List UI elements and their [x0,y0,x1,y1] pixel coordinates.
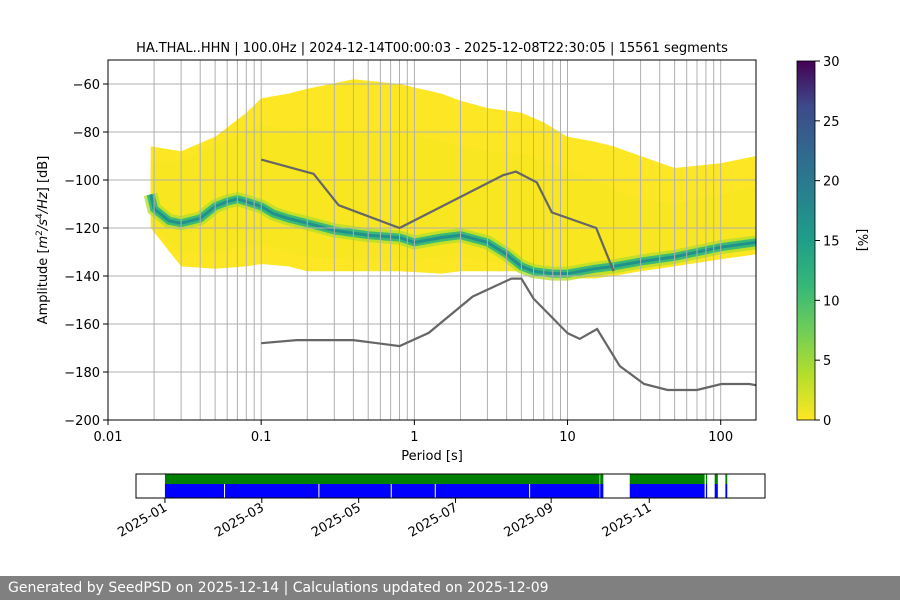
availability-strip [164,474,728,498]
availability-date-label: 2025-11 [600,500,655,540]
availability-date-label: 2025-07 [406,500,461,540]
availability-blue-span [164,484,600,498]
y-axis-label: Amplitude [m2/s4/Hz] [dB] [35,156,51,325]
availability-gap-line [434,484,436,498]
availability-frame [135,473,766,499]
colorbar-tick-label: 15 [823,235,840,250]
availability-green-span [600,474,604,484]
x-tick-label: 1 [410,430,418,445]
availability-blue-span [725,484,728,498]
availability-gap-line [529,484,531,498]
availability-green-span [629,474,705,484]
colorbar-tick-label: 30 [823,55,840,70]
x-axis-ticks: 0.01 0.1 1 10 100 [94,420,733,445]
availability-green-span [705,474,708,484]
colorbar-tick-label: 20 [823,175,840,190]
psd-chart: HA.THAL..HHN | 100.0Hz | 2024-12-14T00:0… [35,41,869,541]
plot-frame [107,59,757,421]
footer-text: Generated by SeedPSD on 2025-12-14 | Cal… [0,576,900,600]
noise-model-low-line [261,277,756,392]
availability-date-label: 2025-03 [212,500,267,540]
colorbar-ticks: 0 5 10 15 20 25 30 [815,55,840,429]
y-tick-label: −100 [64,174,100,189]
x-tick-label: 100 [708,430,733,445]
x-tick-label: 0.1 [251,430,272,445]
chart-title: HA.THAL..HHN | 100.0Hz | 2024-12-14T00:0… [136,41,728,56]
availability-blue-span [629,484,705,498]
availability-gap-line [390,484,392,498]
y-tick-label: −200 [64,414,100,429]
x-axis-label: Period [s] [401,449,463,464]
y-tick-label: −140 [64,270,100,285]
colorbar-tick-label: 25 [823,115,840,130]
y-tick-label: −60 [73,78,100,93]
y-axis-ticks: −60 −80 −100 −120 −140 −160 −180 −200 [64,78,108,429]
availability-date-label: 2025-09 [502,500,557,540]
availability-blue-span [714,484,718,498]
x-tick-label: 10 [559,430,576,445]
colorbar-tick-label: 0 [823,414,831,429]
availability-blue-span [705,484,708,498]
availability-blue-span [600,484,604,498]
colorbar [796,60,816,421]
availability-gap-line [318,484,320,498]
colorbar-label: [%] [854,229,869,252]
y-tick-label: −180 [64,366,100,381]
x-tick-label: 0.01 [94,430,123,445]
availability-date-label: 2025-01 [115,500,170,540]
availability-green-span [725,474,728,484]
availability-date-ticks: 2025-01 2025-03 2025-05 2025-07 2025-09 2025-… [115,498,654,541]
y-tick-label: −120 [64,222,100,237]
availability-date-label: 2025-05 [309,500,364,540]
availability-green-span [714,474,718,484]
noise-model-high-line [260,158,615,272]
availability-green-span [164,474,600,484]
y-tick-label: −80 [73,126,100,141]
colorbar-tick-label: 5 [823,354,831,369]
grid-lines [108,60,756,420]
availability-gap-line [224,484,226,498]
y-tick-label: −160 [64,318,100,333]
colorbar-tick-label: 10 [823,294,840,309]
